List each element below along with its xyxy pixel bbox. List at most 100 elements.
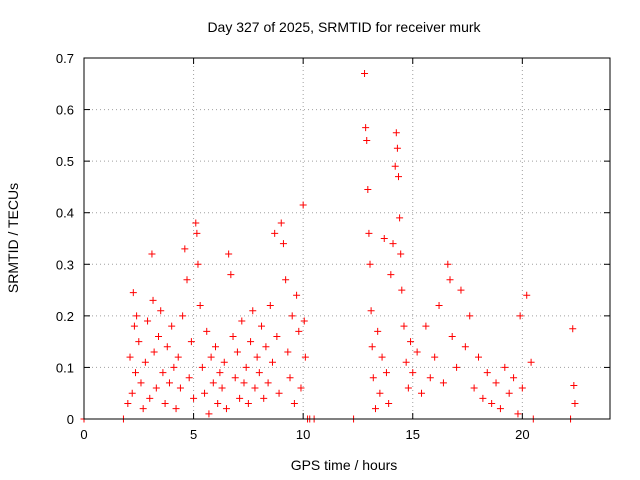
data-point [363, 137, 371, 145]
data-point [514, 410, 522, 418]
data-point [229, 332, 237, 340]
data-point [380, 235, 388, 242]
data-point [398, 286, 406, 294]
data-point [242, 363, 250, 371]
data-points [80, 69, 579, 423]
data-point [422, 322, 430, 330]
data-point [293, 291, 301, 299]
data-point [126, 353, 134, 361]
data-point [279, 240, 287, 248]
data-point [404, 384, 412, 392]
data-point [505, 389, 513, 397]
data-point [376, 389, 384, 397]
data-point [268, 358, 276, 366]
data-point [510, 374, 518, 382]
data-point [277, 219, 285, 227]
data-point [365, 229, 373, 237]
data-point [176, 384, 184, 392]
data-point [466, 312, 474, 320]
data-point [389, 240, 397, 248]
x-tick-label: 5 [190, 427, 197, 442]
data-point [282, 276, 290, 284]
y-tick-label: 0.6 [56, 103, 74, 118]
data-point [402, 358, 410, 366]
data-point [225, 250, 233, 258]
data-point [148, 250, 156, 258]
data-point [220, 358, 228, 366]
y-tick-label: 0.7 [56, 51, 74, 66]
data-point [201, 389, 209, 397]
data-point [244, 400, 252, 408]
data-point [236, 394, 244, 402]
data-point [444, 260, 452, 268]
data-point [273, 332, 281, 340]
data-point [569, 325, 577, 333]
data-point [207, 353, 215, 361]
data-point [409, 369, 417, 377]
data-point [385, 400, 393, 408]
data-point [475, 353, 482, 361]
data-point [457, 286, 465, 294]
data-point [571, 400, 579, 408]
x-tick-label: 20 [515, 427, 529, 442]
data-point [150, 348, 158, 356]
data-point [161, 400, 169, 408]
data-point [391, 162, 399, 170]
data-point [407, 338, 415, 346]
data-point [212, 343, 219, 351]
data-point [137, 379, 145, 387]
data-point [238, 317, 246, 325]
data-point [461, 343, 469, 351]
data-point [181, 245, 189, 253]
data-point [157, 307, 165, 315]
data-point [155, 332, 163, 340]
data-point [198, 363, 206, 371]
data-point [218, 384, 226, 392]
data-point [253, 353, 261, 361]
data-point [368, 343, 376, 351]
data-point [233, 348, 241, 356]
data-point [518, 384, 526, 392]
data-point [470, 384, 478, 392]
y-tick-label: 0.5 [56, 154, 74, 169]
data-point [190, 394, 198, 402]
data-point [290, 400, 298, 408]
data-point [364, 186, 372, 194]
data-point [149, 296, 157, 304]
y-tick-label: 0.2 [56, 309, 74, 324]
data-point [369, 374, 377, 382]
data-point [258, 322, 266, 330]
x-tick-label: 15 [406, 427, 420, 442]
data-point [382, 369, 390, 377]
data-point [431, 353, 439, 361]
data-point [393, 144, 401, 152]
data-point [231, 374, 239, 382]
data-point [240, 379, 248, 387]
data-point [249, 307, 257, 315]
data-point [397, 250, 405, 258]
gridlines [84, 58, 610, 419]
data-point [395, 173, 403, 181]
data-point [193, 229, 201, 237]
data-point [128, 389, 136, 397]
data-point [413, 348, 421, 356]
x-tick-label: 10 [296, 427, 310, 442]
data-point [286, 374, 294, 382]
data-point [453, 363, 461, 371]
y-tick-label: 0 [67, 412, 74, 427]
data-point [435, 302, 443, 310]
y-tick-label: 0.3 [56, 257, 74, 272]
data-point [392, 129, 400, 137]
data-point [174, 353, 182, 361]
data-point [168, 322, 176, 330]
data-point [205, 410, 213, 418]
data-point [130, 322, 138, 330]
data-point [300, 317, 308, 325]
data-point [192, 219, 200, 227]
data-point [141, 358, 149, 366]
data-point [396, 214, 404, 222]
data-point [387, 271, 395, 279]
data-point [496, 405, 504, 413]
data-point [144, 317, 152, 325]
